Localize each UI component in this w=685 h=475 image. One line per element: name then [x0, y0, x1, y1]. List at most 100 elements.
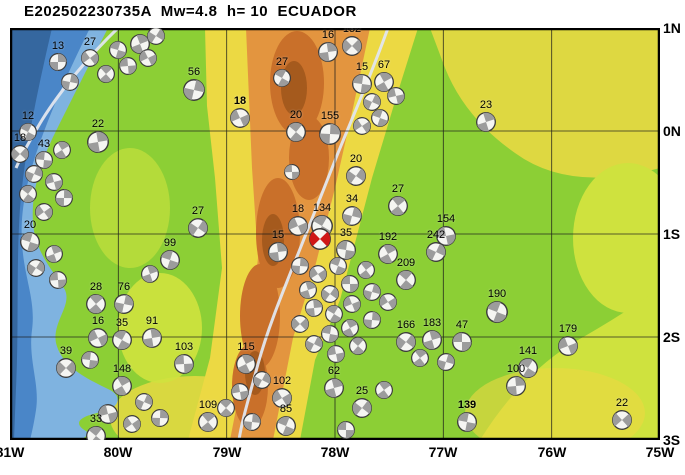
event-number-label: 134: [312, 202, 332, 214]
focal-mechanism-marker: [188, 218, 208, 238]
focal-mechanism-marker: [25, 165, 43, 183]
focal-mechanism-marker: [217, 399, 235, 417]
event-number-label: 102: [272, 375, 292, 387]
focal-mechanism-marker: [378, 244, 398, 264]
focal-mechanism-marker: [183, 79, 205, 101]
focal-mechanism-marker: [49, 53, 67, 71]
event-number-label: 76: [117, 281, 131, 293]
event-number-label: 192: [378, 231, 398, 243]
focal-mechanism-marker: [236, 354, 256, 374]
event-number-label: 20: [23, 219, 37, 231]
beachball-icon: [363, 93, 381, 111]
beachball-icon: [19, 123, 37, 141]
focal-mechanism-marker: [558, 336, 578, 356]
focal-mechanism-marker: [321, 285, 339, 303]
beachball-icon: [286, 122, 306, 142]
event-number-label: 28: [89, 281, 103, 293]
focal-mechanism-marker: [55, 189, 73, 207]
focal-mechanism-marker: [243, 413, 261, 431]
focal-mechanism-marker: [141, 265, 159, 283]
beachball-icon: [151, 409, 169, 427]
beachball-icon: [139, 49, 157, 67]
beachball-icon: [379, 293, 397, 311]
amazon-patch: [573, 163, 660, 313]
beachball-icon: [324, 378, 344, 398]
beachball-icon: [349, 337, 367, 355]
focal-mechanism-marker: [123, 415, 141, 433]
focal-mechanism-marker: [352, 74, 372, 94]
beachball-icon: [363, 283, 381, 301]
focal-mechanism-marker: [86, 294, 106, 314]
beachball-icon: [183, 79, 205, 101]
beachball-icon: [135, 393, 153, 411]
beachball-icon: [325, 305, 343, 323]
event-number-label: 242: [426, 229, 446, 241]
beachball-icon: [363, 311, 381, 329]
event-number-label: 47: [455, 319, 469, 331]
focal-mechanism-marker: [112, 376, 132, 396]
event-number-label: 179: [558, 323, 578, 335]
beachball-icon: [141, 265, 159, 283]
event-number-label: 115: [237, 341, 255, 353]
beachball-icon: [230, 108, 250, 128]
focal-mechanism-marker: [363, 311, 381, 329]
focal-mechanism-marker: [253, 371, 271, 389]
event-number-label: 39: [59, 345, 73, 357]
lon-label: 78W: [320, 444, 350, 460]
beachball-icon: [272, 388, 292, 408]
beachball-icon: [321, 325, 339, 343]
beachball-icon: [305, 335, 323, 353]
event-number-label: 34: [345, 193, 359, 205]
focal-mechanism-marker: [119, 57, 137, 75]
beachball-icon: [123, 415, 141, 433]
focal-mechanism-marker: [371, 109, 389, 127]
beachball-icon: [436, 226, 456, 246]
beachball-icon: [253, 371, 271, 389]
focal-mechanism-marker: [486, 301, 508, 323]
focal-mechanism-marker: [291, 315, 309, 333]
focal-mechanism-marker: [396, 332, 416, 352]
focal-mechanism-marker: [337, 421, 355, 439]
event-number-label: 15: [355, 61, 369, 73]
focal-mechanism-marker: [437, 353, 455, 371]
beachball-icon: [371, 109, 389, 127]
event-number-label: 33: [89, 413, 103, 425]
beachball-icon: [49, 271, 67, 289]
lon-label: 76W: [537, 444, 567, 460]
beachball-icon: [174, 354, 194, 374]
beachball-icon: [305, 299, 323, 317]
beachball-icon: [506, 376, 526, 396]
event-number-label: 209: [396, 257, 416, 269]
beachball-icon: [318, 42, 338, 62]
beachball-icon: [45, 245, 63, 263]
beachball-icon: [388, 196, 408, 216]
event-number-label: 99: [163, 237, 177, 249]
focal-mechanism-marker: [457, 412, 477, 432]
focal-mechanism-marker: [291, 257, 309, 275]
beachball-icon: [27, 259, 45, 277]
focal-mechanism-marker: [86, 426, 106, 440]
beachball-icon: [558, 336, 578, 356]
lon-label: 81W: [0, 444, 25, 460]
focal-mechanism-marker: [374, 72, 394, 92]
focal-mechanism-marker: [139, 49, 157, 67]
event-number-label: 16: [91, 315, 105, 327]
focal-mechanism-marker: [341, 275, 359, 293]
focal-mechanism-marker: [284, 164, 300, 180]
map-border: [10, 28, 660, 440]
lat-label: 1N: [663, 20, 681, 36]
focal-mechanism-marker: [272, 388, 292, 408]
map-title: E202502230735A Mw=4.8 h= 10 ECUADOR: [24, 3, 357, 20]
event-number-label: 190: [487, 288, 507, 300]
focal-mechanism-marker: [88, 328, 108, 348]
beachball-icon: [147, 28, 165, 45]
beachball-icon: [49, 53, 67, 71]
focal-mechanism-marker: [379, 293, 397, 311]
beachball-icon: [486, 301, 508, 323]
focal-mechanism-marker: [49, 271, 67, 289]
andes-high: [240, 264, 280, 368]
event-number-label: 20: [289, 109, 303, 121]
beachball-icon: [342, 206, 362, 226]
beachball-icon: [352, 74, 372, 94]
event-number-label: 27: [391, 183, 405, 195]
